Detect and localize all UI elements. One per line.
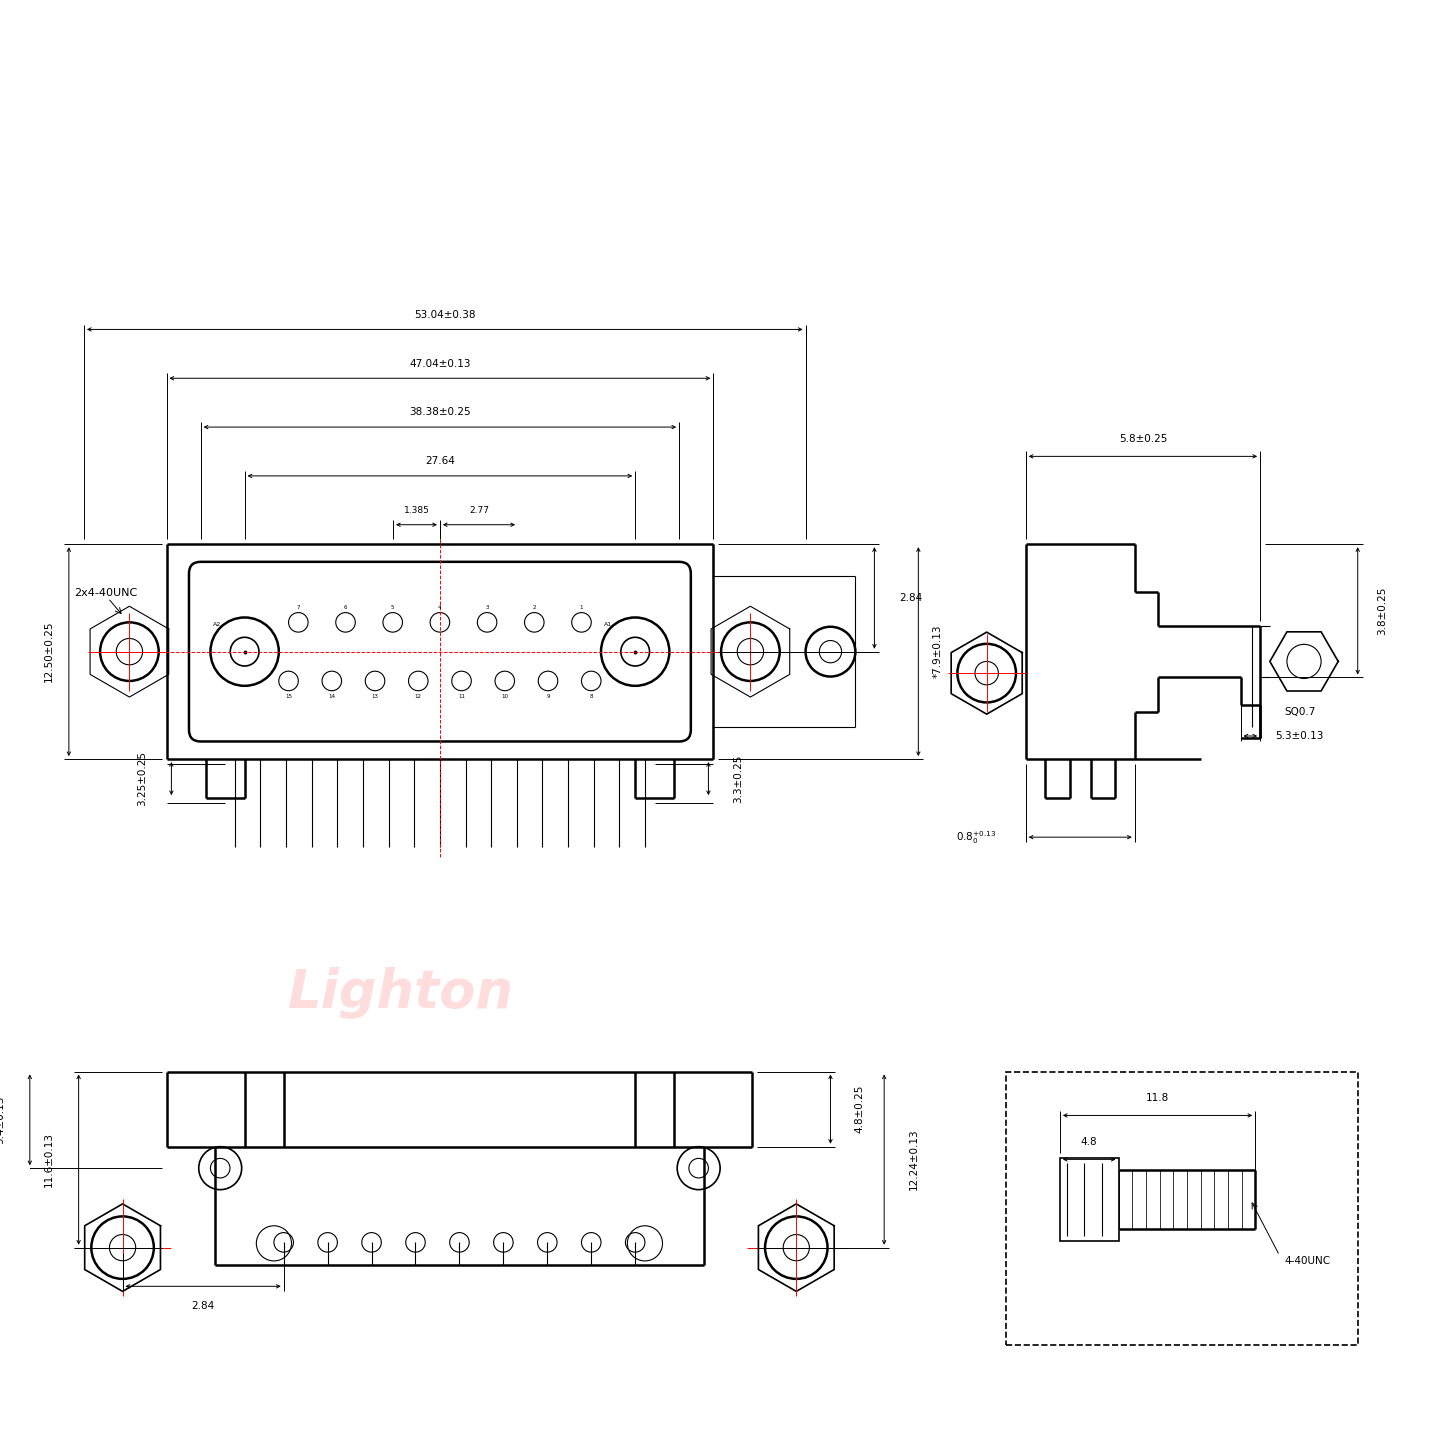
Text: 3.8±0.25: 3.8±0.25 (1377, 586, 1387, 635)
Text: 3: 3 (485, 605, 488, 609)
Text: 4: 4 (438, 605, 442, 609)
Text: 1.385: 1.385 (403, 505, 429, 514)
Text: *7.9±0.13: *7.9±0.13 (933, 625, 943, 678)
Text: 4.8±0.25: 4.8±0.25 (855, 1084, 865, 1133)
Text: 1: 1 (580, 605, 583, 609)
Text: A1: A1 (603, 622, 612, 628)
Text: 10: 10 (501, 694, 508, 698)
Text: 14: 14 (328, 694, 336, 698)
Text: 8: 8 (589, 694, 593, 698)
Text: 53.04±0.38: 53.04±0.38 (415, 310, 475, 320)
Text: 15: 15 (285, 694, 292, 698)
Text: 11.6±0.13: 11.6±0.13 (45, 1132, 55, 1187)
Text: 3.3±0.25: 3.3±0.25 (733, 755, 743, 802)
Text: $0.8^{+0.13}_{0}$: $0.8^{+0.13}_{0}$ (956, 829, 996, 845)
Text: 2.84: 2.84 (192, 1300, 215, 1310)
Text: 47.04±0.13: 47.04±0.13 (409, 359, 471, 369)
Text: SQ0.7: SQ0.7 (1284, 707, 1316, 717)
Text: 11.8: 11.8 (1146, 1093, 1169, 1103)
Bar (1007, 1071, 1358, 1345)
Text: 2.77: 2.77 (469, 505, 490, 514)
Text: 6: 6 (344, 605, 347, 609)
Text: 13: 13 (372, 694, 379, 698)
Text: 9: 9 (546, 694, 550, 698)
Text: 9.4±0.13: 9.4±0.13 (0, 1096, 6, 1143)
Text: 12.50±0.25: 12.50±0.25 (45, 621, 55, 683)
Text: 5.8±0.25: 5.8±0.25 (1119, 433, 1166, 444)
Text: 4-40UNC: 4-40UNC (1284, 1256, 1331, 1266)
Text: Lighton: Lighton (288, 968, 514, 1020)
Text: 3.25±0.25: 3.25±0.25 (137, 752, 147, 806)
Text: 12: 12 (415, 694, 422, 698)
Text: 2x4-40UNC: 2x4-40UNC (73, 588, 137, 598)
Bar (1060, 1158, 1119, 1241)
Text: 11: 11 (458, 694, 465, 698)
Text: 5.3±0.13: 5.3±0.13 (1274, 732, 1323, 742)
Text: 27.64: 27.64 (425, 456, 455, 467)
Text: 7: 7 (297, 605, 300, 609)
Text: 4.8: 4.8 (1081, 1136, 1097, 1146)
Text: 12.24±0.13: 12.24±0.13 (909, 1129, 919, 1191)
Text: A2: A2 (213, 622, 222, 628)
Text: 2.84: 2.84 (899, 593, 922, 603)
Text: 2: 2 (533, 605, 536, 609)
Text: 38.38±0.25: 38.38±0.25 (409, 408, 471, 418)
Text: 5: 5 (392, 605, 395, 609)
